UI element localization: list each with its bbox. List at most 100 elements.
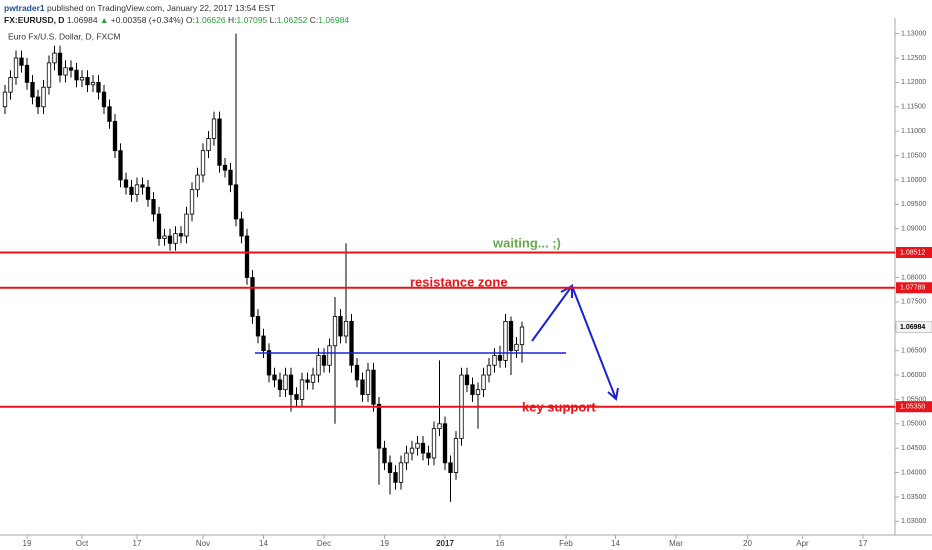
candle-body [481, 374, 486, 391]
x-tick-label: 14 [259, 539, 268, 548]
y-tick-label: 1.06000 [901, 372, 926, 379]
candle-body [8, 77, 13, 93]
candle-body [134, 184, 140, 195]
chart-legend: Euro Fx/U.S. Dollar, D, FXCM [8, 31, 120, 41]
y-tick-label: 1.08000 [901, 274, 926, 281]
candle-body [195, 174, 200, 191]
author[interactable]: pwtrader1 [4, 3, 45, 13]
candle-body [453, 438, 459, 473]
candle-body [217, 118, 222, 166]
candle-body [24, 64, 30, 83]
candle-body [19, 57, 24, 66]
y-tick-label: 1.11000 [901, 128, 926, 135]
published: published on TradingView.com, January 22… [47, 3, 276, 13]
candle-body [354, 364, 360, 381]
candle-body [475, 389, 481, 395]
y-tick-label: 1.13000 [901, 30, 926, 37]
y-tick-label: 1.09000 [901, 226, 926, 233]
candle-body [206, 138, 211, 152]
candle-body [464, 374, 470, 386]
y-tick-label: 1.12500 [901, 55, 926, 62]
candle-body [376, 403, 382, 449]
candle-body [514, 343, 519, 352]
candle-body [338, 316, 343, 337]
candle-body [332, 316, 338, 347]
candle-body [365, 369, 371, 395]
y-tick-label: 1.05500 [901, 396, 926, 403]
candle-body [228, 169, 233, 186]
candle-body [74, 69, 79, 81]
candle-body [239, 218, 244, 237]
x-tick-label: Oct [76, 539, 89, 548]
candle-body [486, 364, 492, 376]
c-value: 1.06984 [318, 15, 350, 25]
x-tick-label: 19 [23, 539, 32, 548]
h-value: 1.07095 [236, 15, 268, 25]
candle-body [211, 118, 217, 139]
candle-body [46, 62, 52, 88]
candle-body [360, 379, 365, 395]
candle-body [85, 77, 90, 86]
candle-body [343, 320, 349, 337]
last-price-label: 1.06984 [900, 324, 925, 331]
candle-body [508, 320, 514, 352]
candle-body [266, 350, 272, 376]
candle-body [63, 67, 68, 76]
candle-body [415, 442, 420, 449]
x-tick-label: Apr [796, 539, 809, 548]
candle-body [316, 355, 321, 376]
arrow-head [607, 387, 619, 401]
y-tick-label: 1.05000 [901, 421, 926, 428]
candle-body [35, 96, 41, 108]
candle-body [250, 277, 255, 317]
candle-body [41, 86, 46, 108]
candle-body [123, 179, 129, 188]
candle-body [57, 52, 63, 76]
candle-body [305, 379, 310, 383]
annotation: waiting... ;) [492, 235, 561, 250]
candle-body [52, 52, 57, 64]
candle-body [101, 91, 107, 108]
y-tick-label: 1.12000 [901, 79, 926, 86]
candle-body [112, 121, 118, 152]
arrow-head [560, 284, 573, 298]
candle-body [409, 447, 415, 454]
candle-body [156, 213, 162, 239]
candle-body [437, 423, 442, 430]
x-tick-label: Feb [559, 539, 573, 548]
candle-body [255, 316, 261, 337]
candle-body [140, 184, 145, 188]
level-label: 1.08512 [900, 249, 925, 256]
candle-body [404, 452, 409, 464]
level-tag [896, 401, 932, 413]
candle-body [151, 199, 156, 215]
candle-body [118, 150, 123, 181]
candle-body [68, 67, 74, 71]
y-tick-label: 1.11500 [901, 104, 926, 111]
level-tag [896, 282, 932, 294]
l-value: 1.06252 [276, 15, 308, 25]
candle-body [96, 81, 101, 93]
candle-body [283, 374, 288, 391]
x-tick-label: 17 [133, 539, 142, 548]
arrow: ▲ [99, 15, 109, 25]
y-tick-label: 1.03500 [901, 494, 926, 501]
x-tick-label: Dec [317, 539, 331, 548]
x-tick-label: 2017 [436, 539, 454, 548]
candle-body [299, 379, 305, 400]
o-value: 1.06626 [194, 15, 226, 25]
level-tag [896, 247, 932, 259]
candle-body [200, 150, 206, 176]
candle-body [184, 213, 189, 237]
candle-body [233, 184, 239, 220]
change: +0.00358 (+0.34%) [110, 15, 184, 25]
candle-body [244, 235, 250, 278]
candle-body [30, 81, 35, 98]
candle-body [321, 355, 327, 366]
h-label: H: [227, 15, 237, 25]
o-label: O: [185, 15, 195, 25]
candle-body [167, 235, 173, 244]
candle-body [492, 355, 497, 366]
x-tick-label: 16 [496, 539, 505, 548]
